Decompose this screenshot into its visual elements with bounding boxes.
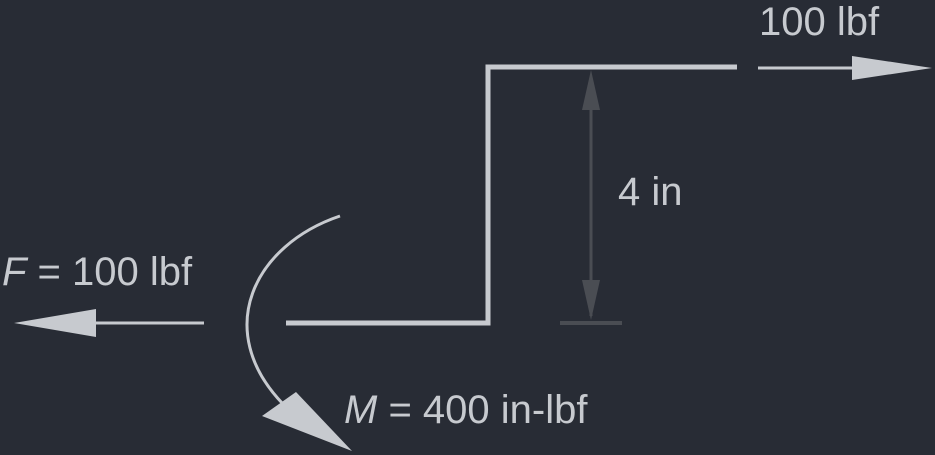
left-force-label: F = 100 lbf — [2, 250, 193, 294]
force-symbol: F — [2, 250, 29, 294]
moment-arrow — [245, 214, 352, 451]
force-value: = 100 lbf — [26, 250, 193, 294]
bracket-member — [286, 64, 737, 326]
moment-value: = 400 in-lbf — [377, 388, 588, 432]
dimension-label: 4 in — [618, 170, 683, 214]
moment-symbol: M — [344, 388, 378, 432]
moment-label: M = 400 in-lbf — [344, 388, 588, 432]
top-force-arrow — [758, 56, 932, 80]
left-force-arrow — [14, 309, 204, 337]
dimension-arrow — [560, 70, 622, 325]
top-force-label: 100 lbf — [759, 0, 880, 44]
